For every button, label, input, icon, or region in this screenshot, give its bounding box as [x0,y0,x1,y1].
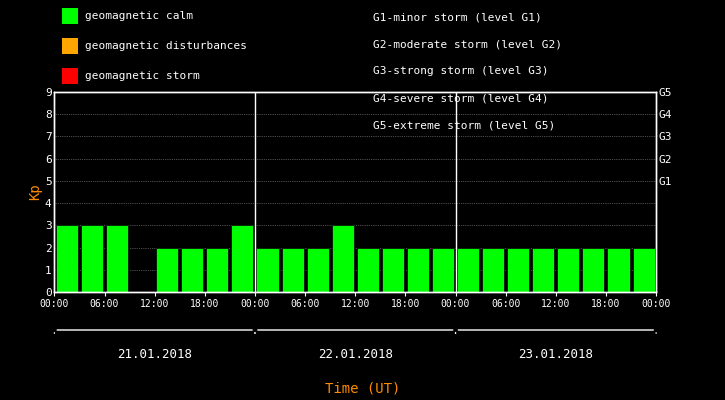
Y-axis label: Kp: Kp [28,184,42,200]
Text: G4-severe storm (level G4): G4-severe storm (level G4) [373,94,549,104]
Bar [608,248,629,292]
Text: geomagnetic calm: geomagnetic calm [85,11,193,21]
Text: G3-strong storm (level G3): G3-strong storm (level G3) [373,66,549,76]
Bar [507,248,529,292]
Text: 23.01.2018: 23.01.2018 [518,348,593,361]
Text: geomagnetic disturbances: geomagnetic disturbances [85,41,246,51]
Text: geomagnetic storm: geomagnetic storm [85,71,199,81]
Bar [582,248,605,292]
Text: 21.01.2018: 21.01.2018 [117,348,192,361]
Bar [482,248,504,292]
Bar [382,248,404,292]
Bar [156,248,178,292]
Bar [207,248,228,292]
Bar [281,248,304,292]
Bar [106,225,128,292]
Bar [81,225,103,292]
Text: G2-moderate storm (level G2): G2-moderate storm (level G2) [373,39,563,49]
Bar [56,225,78,292]
Text: Time (UT): Time (UT) [325,382,400,396]
Bar [457,248,479,292]
Bar [331,225,354,292]
Bar [407,248,429,292]
Bar [357,248,379,292]
Bar [432,248,454,292]
Bar [257,248,278,292]
Bar [558,248,579,292]
Bar [231,225,254,292]
Bar [632,248,655,292]
Bar [532,248,555,292]
Text: 22.01.2018: 22.01.2018 [318,348,393,361]
Text: G5-extreme storm (level G5): G5-extreme storm (level G5) [373,121,555,131]
Bar [181,248,203,292]
Bar [307,248,328,292]
Text: G1-minor storm (level G1): G1-minor storm (level G1) [373,12,542,22]
